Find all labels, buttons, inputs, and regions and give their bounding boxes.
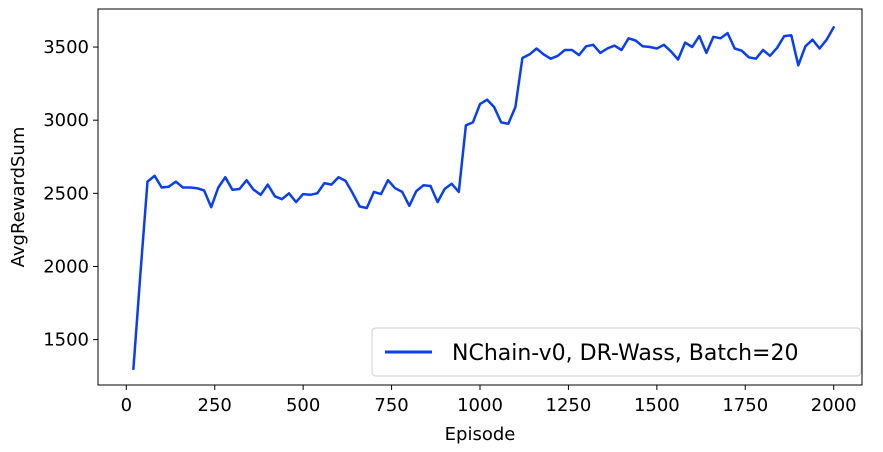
x-tick-label: 1250: [546, 395, 592, 416]
x-axis-ticks: 0 250 500 750 1000 1250 1500 1750 2000: [121, 385, 857, 416]
legend: NChain-v0, DR-Wass, Batch=20: [371, 327, 862, 377]
y-tick-label: 3500: [43, 37, 89, 58]
y-tick-label: 1500: [43, 330, 89, 351]
series-layer: [132, 26, 835, 371]
y-axis-ticks: 1500 2000 2500 3000 3500: [43, 37, 98, 351]
x-tick-label: 500: [286, 395, 320, 416]
x-tick-label: 1750: [722, 395, 768, 416]
series-line: [132, 26, 835, 371]
y-tick-label: 2000: [43, 256, 89, 277]
y-tick-label: 2500: [43, 183, 89, 204]
x-tick-label: 250: [198, 395, 232, 416]
legend-label: NChain-v0, DR-Wass, Batch=20: [452, 341, 798, 366]
plot-frame: [97, 8, 863, 386]
x-tick-label: 750: [374, 395, 408, 416]
y-axis-label: AvgRewardSum: [8, 127, 29, 268]
legend-box: [371, 327, 862, 377]
x-axis-label: Episode: [445, 424, 516, 445]
x-tick-label: 2000: [811, 395, 857, 416]
x-tick-label: 0: [121, 395, 132, 416]
y-tick-label: 3000: [43, 110, 89, 131]
x-tick-label: 1500: [634, 395, 680, 416]
x-tick-label: 1000: [457, 395, 503, 416]
